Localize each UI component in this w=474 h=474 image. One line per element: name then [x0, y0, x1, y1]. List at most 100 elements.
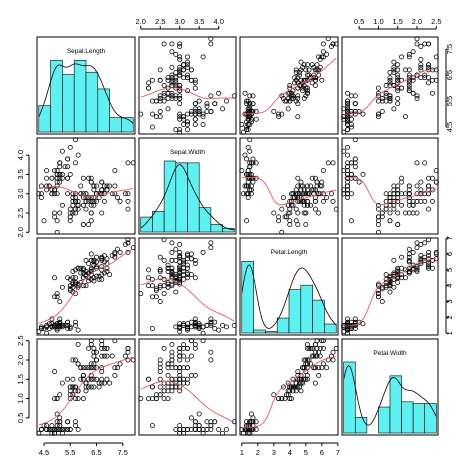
histogram-bar: [424, 403, 437, 434]
data-point: [300, 88, 306, 94]
data-point: [303, 93, 309, 99]
data-point: [57, 299, 63, 305]
data-point: [94, 357, 99, 363]
data-point: [208, 93, 214, 99]
data-point: [348, 191, 354, 197]
data-point: [192, 419, 198, 425]
data-point: [330, 41, 336, 47]
data-point: [375, 281, 381, 287]
data-point: [418, 62, 424, 68]
data-point: [149, 111, 155, 117]
data-point: [52, 210, 57, 216]
data-point: [73, 396, 78, 402]
data-point: [312, 206, 318, 212]
data-point: [146, 80, 152, 86]
x-tick-label: 3.5: [194, 17, 204, 26]
data-point: [107, 272, 113, 278]
data-point: [244, 156, 250, 162]
data-point: [293, 77, 299, 83]
data-point: [375, 114, 381, 120]
data-point: [244, 119, 250, 125]
x-tick-label: 1.0: [373, 17, 383, 26]
data-point: [192, 109, 198, 114]
panel-frame-sepal-length-petal-length: [239, 36, 339, 135]
data-point: [220, 106, 226, 112]
data-point: [288, 96, 294, 101]
data-point: [320, 41, 326, 47]
x-tick-label: 4.0: [213, 17, 223, 26]
data-point: [112, 251, 118, 257]
panel-frame-sepal-width-sepal-length: [36, 137, 136, 235]
data-point: [410, 249, 416, 255]
data-point: [250, 93, 256, 99]
data-point: [250, 160, 256, 166]
data-point: [245, 106, 251, 112]
data-point: [54, 396, 60, 402]
data-point: [52, 294, 57, 300]
data-point: [101, 183, 107, 189]
data-point: [312, 67, 318, 73]
data-point: [304, 202, 310, 208]
data-point: [248, 419, 254, 425]
data-point: [192, 261, 198, 266]
data-point: [406, 75, 412, 81]
data-point: [86, 365, 92, 371]
data-point: [387, 77, 393, 83]
data-point: [284, 98, 290, 104]
histogram-bar: [109, 117, 122, 133]
panel-frame-petal-length-sepal-width: [138, 237, 237, 336]
data-point: [402, 114, 408, 120]
data-point: [348, 171, 354, 177]
data-point: [101, 380, 107, 386]
panel-frame-petal-width-sepal-length: [36, 338, 136, 436]
data-point: [248, 116, 254, 122]
data-point: [406, 51, 412, 57]
data-point: [185, 327, 190, 333]
data-point: [70, 268, 76, 274]
data-point: [395, 85, 401, 91]
smooth-line: [38, 186, 134, 197]
data-point: [316, 365, 322, 371]
data-point: [311, 187, 317, 193]
data-point: [75, 361, 81, 367]
smooth-line: [38, 248, 134, 324]
data-point: [70, 275, 76, 281]
data-point: [177, 372, 183, 378]
data-point: [65, 156, 71, 162]
data-point: [295, 175, 301, 181]
data-point: [165, 265, 171, 271]
data-point: [177, 357, 183, 363]
data-point: [57, 321, 63, 327]
data-point: [345, 90, 351, 96]
data-point: [54, 324, 60, 330]
data-point: [284, 214, 290, 220]
data-point: [352, 316, 358, 322]
data-point: [298, 59, 304, 65]
data-point: [73, 280, 78, 286]
data-point: [44, 426, 50, 432]
data-point: [223, 426, 229, 432]
data-point: [387, 93, 393, 99]
data-point: [276, 111, 282, 117]
y-tick-label: 4.5: [445, 122, 454, 132]
data-point: [161, 291, 167, 297]
data-point: [83, 198, 89, 204]
data-point: [88, 384, 94, 390]
data-point: [94, 349, 99, 355]
data-point: [165, 372, 171, 378]
data-point: [185, 253, 190, 259]
x-tick-label: 3: [272, 448, 276, 457]
data-point: [387, 289, 393, 295]
data-point: [317, 57, 323, 62]
data-point: [345, 319, 351, 325]
histogram-bar: [412, 403, 426, 434]
data-point: [303, 85, 309, 91]
data-point: [304, 88, 310, 94]
data-point: [247, 101, 253, 107]
data-point: [383, 98, 389, 104]
data-point: [301, 83, 307, 88]
data-point: [177, 273, 183, 279]
data-point: [317, 345, 323, 351]
data-point: [70, 210, 76, 216]
y-tick-label: 7.5: [445, 44, 454, 54]
